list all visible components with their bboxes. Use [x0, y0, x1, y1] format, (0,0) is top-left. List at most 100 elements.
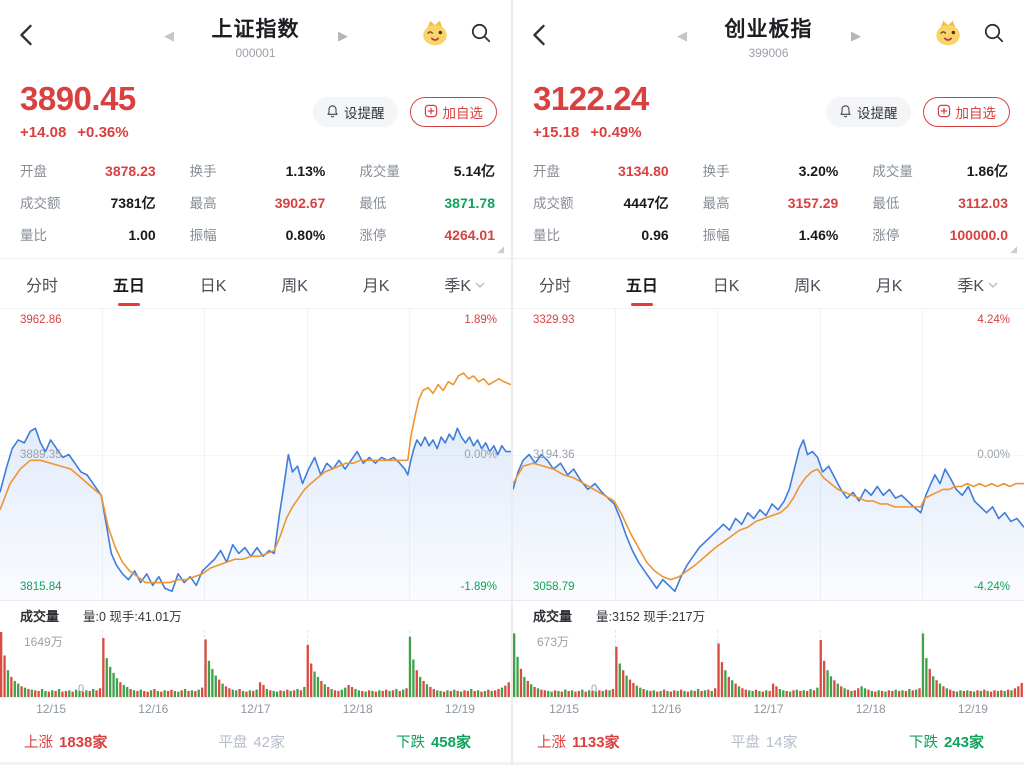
tab-daily-k[interactable]: 日K [712, 277, 740, 295]
tab-monthly-k[interactable]: 月K [362, 277, 390, 295]
tab-quarterly-k[interactable]: 季K [444, 272, 485, 296]
volume-header: 成交量 量:0 现手:41.01万 [0, 601, 511, 630]
market-breadth: 上涨 1838家 平盘 42家 下跌 458家 [0, 720, 511, 762]
stat-value: 1.86亿 [966, 163, 1008, 179]
volume-max-label: 673万 [537, 635, 570, 649]
add-watchlist-button[interactable]: 加自选 [409, 97, 497, 127]
price-chart-svg [0, 309, 511, 600]
bottom-separator [513, 762, 1024, 765]
mascot-icon[interactable] [419, 17, 451, 52]
volume-title: 成交量 [20, 609, 60, 624]
stat-label: 成交额 [533, 196, 574, 211]
search-icon[interactable] [469, 21, 493, 50]
unchanged: 平盘 14家 [730, 733, 798, 751]
stat-value: 4447亿 [623, 195, 669, 211]
volume-chart[interactable]: 673万 0 [513, 630, 1024, 698]
panel-header: ◀ 上证指数 000001 ▶ [0, 0, 511, 72]
tab-five-day[interactable]: 五日 [113, 272, 145, 296]
stat-value: 3.20% [798, 163, 839, 179]
volume-chart[interactable]: 1649万 0 [0, 630, 511, 698]
date-label: 12/15 [36, 702, 67, 716]
chart-mid-pct: 0.00% [464, 448, 497, 461]
panel-divider [511, 0, 513, 765]
volume-title: 成交量 [533, 609, 573, 624]
chart-max-price: 3962.86 [20, 314, 62, 326]
expand-stats-icon[interactable]: ◢ [1010, 244, 1017, 254]
stat-value: 3902.67 [274, 195, 326, 211]
stat-value: 5.14亿 [453, 163, 495, 179]
tab-weekly-k[interactable]: 周K [794, 277, 821, 295]
price-chart-svg [513, 309, 1024, 600]
price-change-pct: +0.49% [590, 124, 642, 141]
price-change-row: +14.08 +0.36% [20, 124, 129, 141]
date-label: 12/18 [342, 702, 373, 716]
price-chart[interactable]: 3329.93 4.24% 3194.36 0.00% 3058.79 -4.2… [513, 309, 1024, 601]
stat-label: 换手 [702, 164, 730, 179]
stat-label: 量比 [20, 228, 47, 243]
chart-min-price: 3815.84 [20, 581, 62, 593]
back-icon[interactable] [529, 23, 549, 52]
date-axis: 12/15 12/16 12/17 12/18 12/19 [0, 698, 511, 720]
stat-label: 振幅 [189, 228, 217, 243]
stat-value: 0.80% [285, 227, 326, 243]
chevron-down-icon [475, 275, 485, 293]
stat-value: 7381亿 [110, 195, 156, 211]
prev-index-icon[interactable]: ◀ [164, 28, 174, 43]
chart-mid-price: 3194.36 [533, 448, 575, 461]
stat-label: 开盘 [20, 164, 47, 179]
stat-label: 最低 [359, 196, 387, 211]
next-index-icon[interactable]: ▶ [338, 28, 348, 43]
stat-value: 3871.78 [444, 195, 495, 211]
set-alert-label: 设提醒 [344, 106, 385, 121]
price-change: +14.08 [20, 124, 67, 141]
search-icon[interactable] [982, 21, 1006, 50]
prev-index-icon[interactable]: ◀ [677, 28, 687, 43]
add-watchlist-button[interactable]: 加自选 [922, 97, 1010, 127]
tab-weekly-k[interactable]: 周K [281, 277, 308, 295]
volume-header: 成交量 量:3152 现手:217万 [513, 601, 1024, 630]
page-title: 上证指数 [211, 18, 300, 41]
tab-five-day[interactable]: 五日 [626, 272, 658, 296]
price-chart[interactable]: 3962.86 1.89% 3889.35 0.00% 3815.84 -1.8… [0, 309, 511, 601]
stat-value: 1.00 [128, 227, 156, 243]
volume-max-label: 1649万 [24, 635, 63, 649]
chart-max-pct: 1.89% [464, 314, 497, 326]
plus-box-icon [424, 104, 438, 121]
price-block: 3890.45 +14.08 +0.36% 设提醒 加自选 [0, 72, 511, 148]
chart-min-pct: -4.24% [973, 581, 1010, 593]
unchanged: 平盘 42家 [218, 733, 286, 751]
stat-value: 1.46% [798, 227, 839, 243]
tab-daily-k[interactable]: 日K [199, 277, 227, 295]
chart-min-pct: -1.89% [460, 581, 497, 593]
stat-label: 最高 [702, 196, 730, 211]
bell-icon [839, 104, 852, 121]
date-label: 12/16 [651, 702, 682, 716]
tab-monthly-k[interactable]: 月K [875, 277, 903, 295]
add-watchlist-label: 加自选 [442, 106, 484, 121]
back-icon[interactable] [16, 23, 36, 52]
panel-header: ◀ 创业板指 399006 ▶ [513, 0, 1024, 72]
tab-minute[interactable]: 分时 [539, 277, 572, 295]
chart-min-price: 3058.79 [533, 581, 575, 593]
stat-label: 成交额 [20, 196, 61, 211]
chart-max-pct: 4.24% [977, 314, 1010, 326]
stat-value: 3134.80 [618, 163, 669, 179]
expand-stats-icon[interactable]: ◢ [497, 244, 504, 254]
stat-label: 成交量 [359, 164, 400, 179]
set-alert-button[interactable]: 设提醒 [313, 97, 398, 127]
stat-value: 3878.23 [105, 163, 156, 179]
volume-info: 量:0 现手:41.01万 [83, 610, 182, 624]
next-index-icon[interactable]: ▶ [851, 28, 861, 43]
tab-minute[interactable]: 分时 [26, 277, 59, 295]
stat-value: 4264.01 [444, 227, 495, 243]
advancers: 上涨 1838家 [24, 733, 108, 751]
stat-label: 开盘 [533, 164, 560, 179]
set-alert-button[interactable]: 设提醒 [826, 97, 911, 127]
mascot-icon[interactable] [932, 17, 964, 52]
page-title: 创业板指 [724, 18, 813, 41]
volume-info: 量:3152 现手:217万 [596, 610, 706, 624]
stat-label: 振幅 [702, 228, 730, 243]
stat-value: 3112.03 [958, 195, 1008, 211]
tab-quarterly-k[interactable]: 季K [957, 272, 998, 296]
